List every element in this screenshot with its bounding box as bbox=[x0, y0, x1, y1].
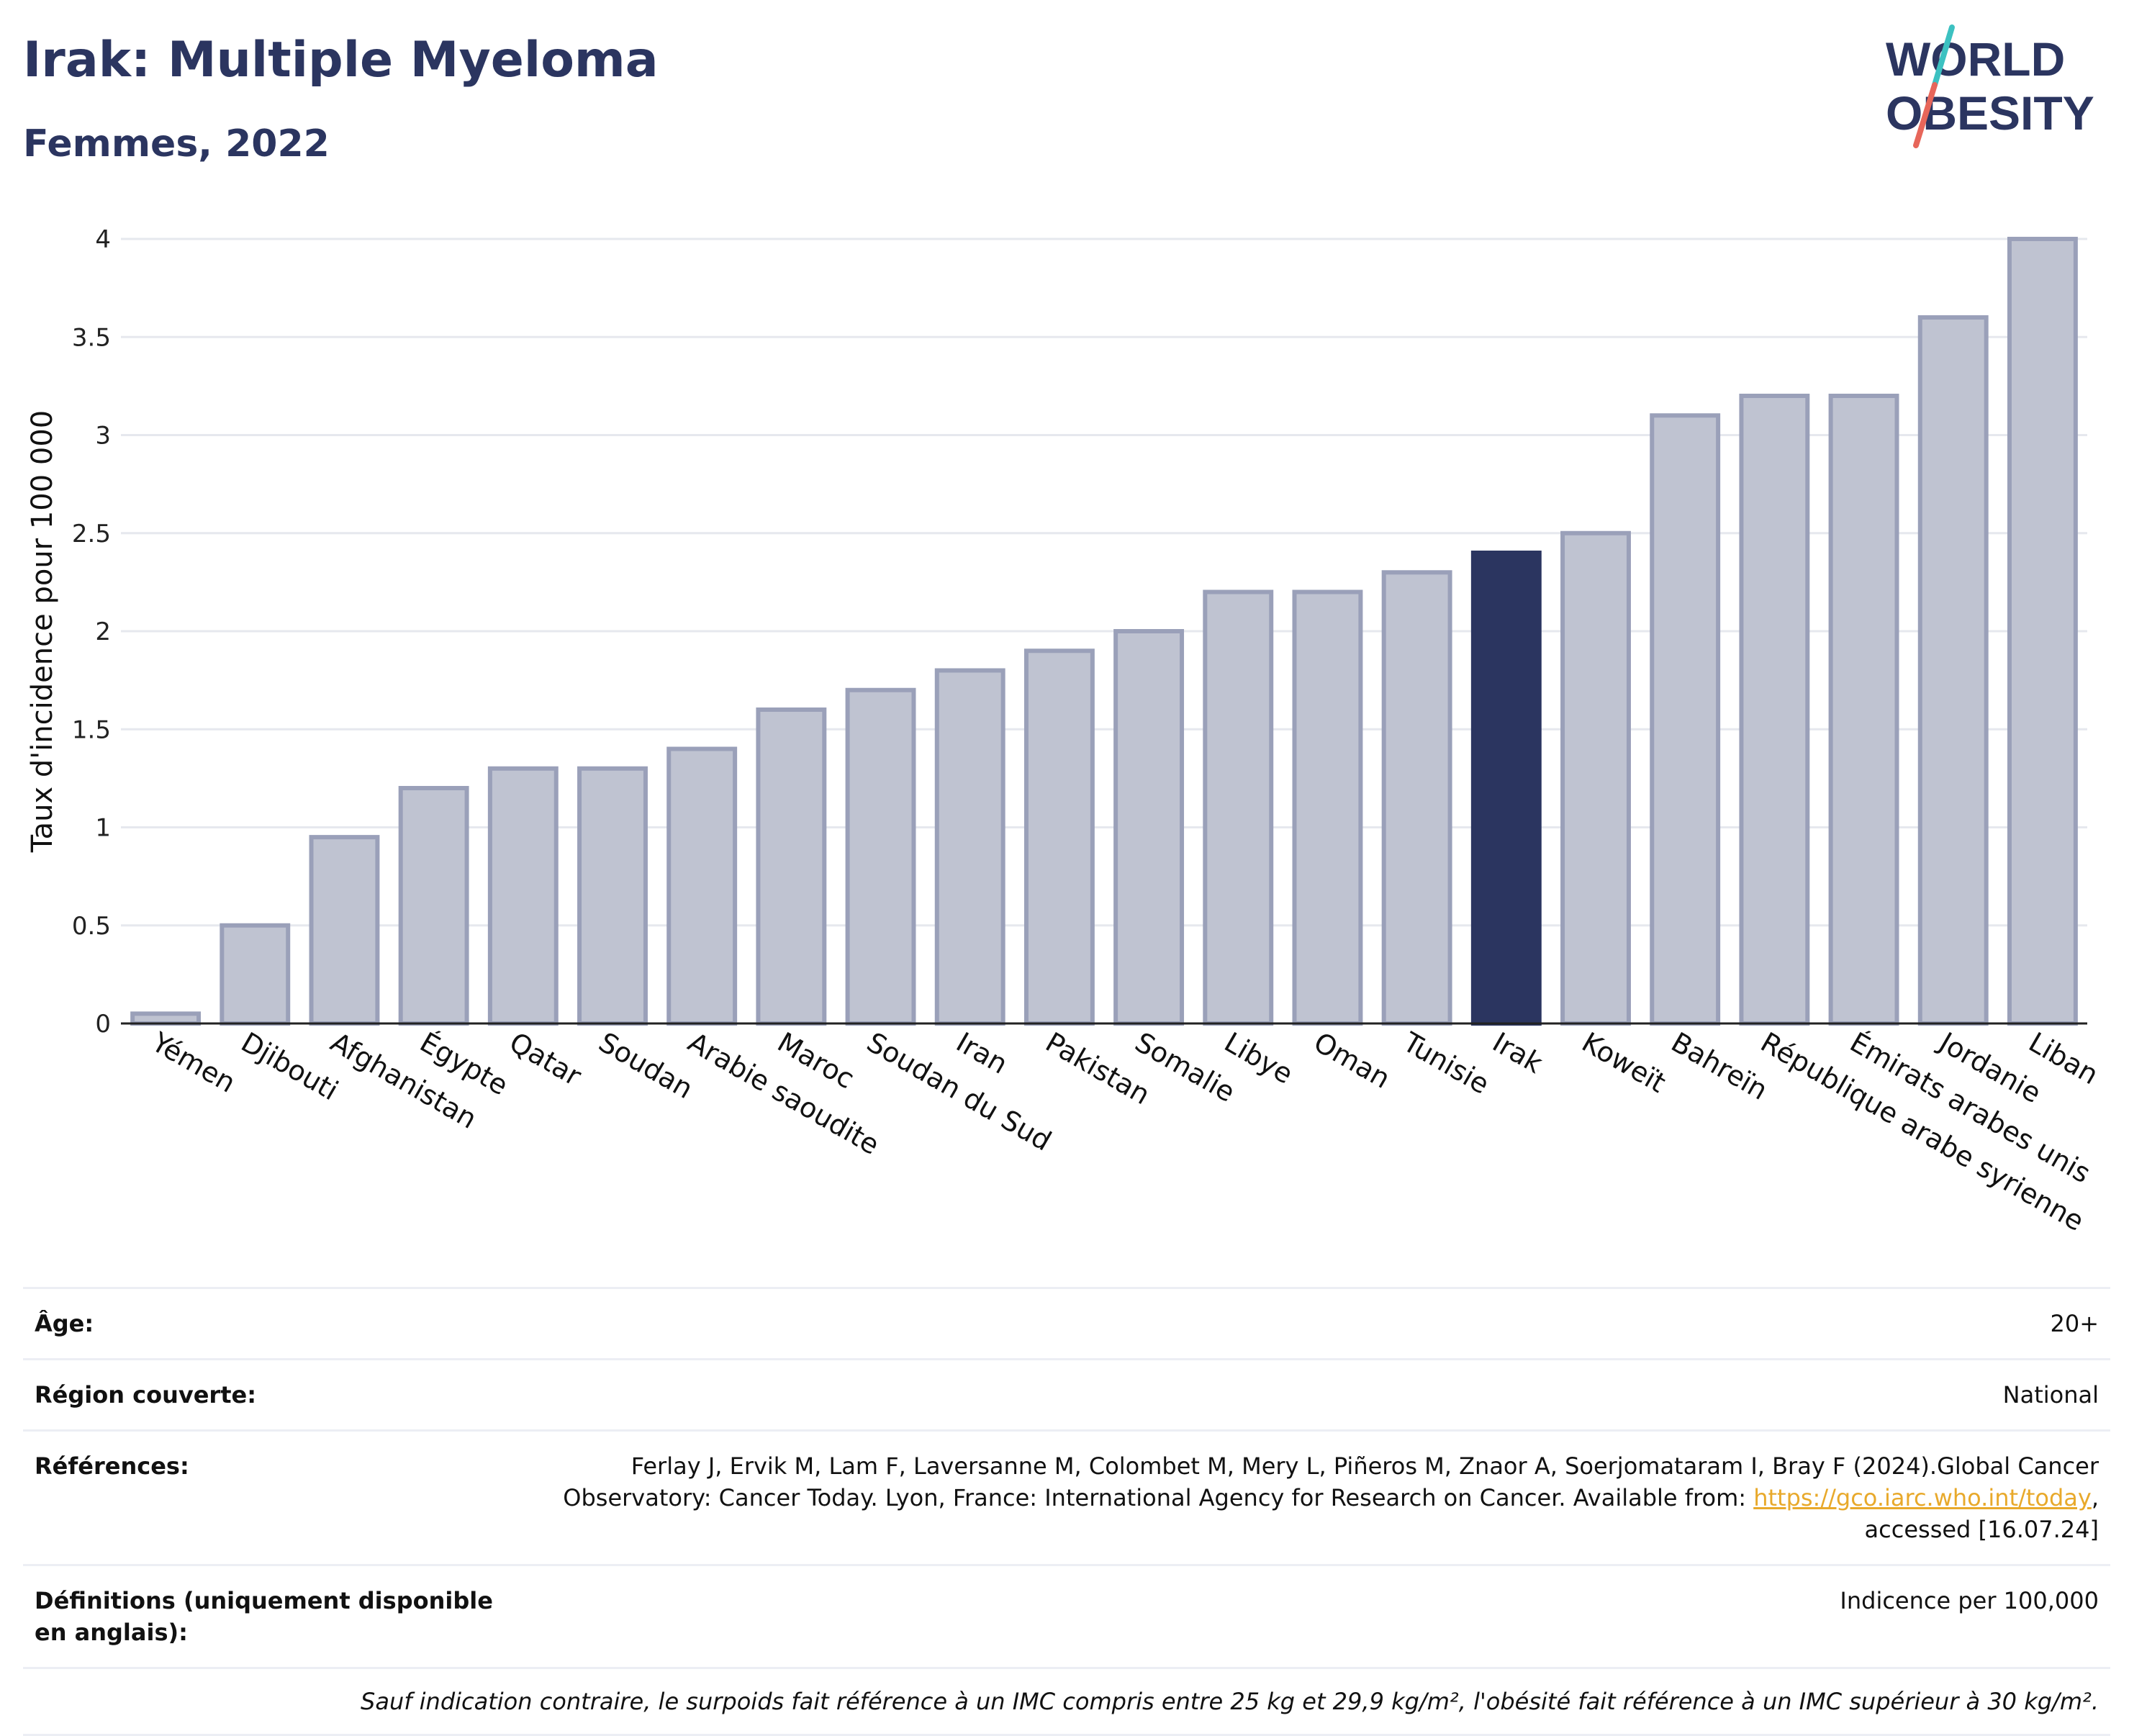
meta-value-region: National bbox=[2002, 1381, 2099, 1409]
bar bbox=[1650, 413, 1721, 1026]
x-tick-label: Soudan bbox=[594, 1026, 699, 1106]
meta-key-age: Âge: bbox=[35, 1310, 94, 1337]
chart-title: Irak: Multiple Myeloma bbox=[23, 32, 659, 89]
reference-accessed: , accessed [16.07.24] bbox=[1864, 1484, 2099, 1543]
y-tick-labels: 0 0.5 1 1.5 2 2.5 3 3.5 4 bbox=[72, 225, 111, 1039]
logo-slash-teal bbox=[1932, 24, 1955, 88]
y-tick-label: 0.5 bbox=[72, 912, 111, 941]
y-tick-label: 2 bbox=[95, 618, 111, 646]
x-tick-label: Djibouti bbox=[236, 1026, 344, 1107]
bar bbox=[934, 668, 1005, 1026]
bar bbox=[487, 766, 559, 1026]
bars bbox=[130, 237, 2078, 1026]
meta-row-age: Âge: 20+ bbox=[23, 1289, 2110, 1360]
bar bbox=[130, 1011, 202, 1026]
meta-key-references: Références: bbox=[35, 1452, 189, 1480]
meta-value-age: 20+ bbox=[2050, 1310, 2099, 1337]
meta-row-references: Références: Ferlay J, Ervik M, Lam F, La… bbox=[23, 1432, 2110, 1566]
reference-text: Ferlay J, Ervik M, Lam F, Laversanne M, … bbox=[563, 1452, 2099, 1511]
x-tick-label: Bahreïn bbox=[1666, 1026, 1773, 1106]
meta-value-references: Ferlay J, Ervik M, Lam F, Laversanne M, … bbox=[524, 1450, 2099, 1545]
chart-subtitle: Femmes, 2022 bbox=[23, 122, 330, 166]
bar bbox=[1203, 589, 1274, 1026]
meta-key-definitions: Définitions (uniquement disponible en an… bbox=[35, 1587, 493, 1646]
bar bbox=[666, 746, 738, 1026]
x-tick-label: Iran bbox=[951, 1026, 1013, 1080]
y-tick-label: 1 bbox=[95, 814, 111, 843]
bar bbox=[220, 923, 291, 1026]
reference-link[interactable]: https://gco.iarc.who.int/today bbox=[1753, 1484, 2092, 1511]
world-obesity-logo: WORLD OBESITY bbox=[1886, 24, 2094, 148]
y-tick-label: 4 bbox=[95, 225, 111, 254]
y-tick-label: 3.5 bbox=[72, 323, 111, 352]
y-axis-label: Taux d'incidence pour 100 000 bbox=[26, 410, 59, 853]
meta-value-definitions: Indicence per 100,000 bbox=[1840, 1587, 2099, 1614]
bar bbox=[2007, 237, 2078, 1026]
bar bbox=[398, 786, 469, 1026]
x-tick-label: Oman bbox=[1308, 1026, 1396, 1095]
bar bbox=[1113, 629, 1185, 1026]
x-tick-label: Tunisie bbox=[1397, 1026, 1494, 1100]
logo-line-obesity: OBESITY bbox=[1886, 86, 2094, 140]
bar bbox=[1917, 315, 1989, 1026]
bar bbox=[1292, 589, 1363, 1026]
meta-key-region: Région couverte: bbox=[35, 1381, 256, 1409]
bar bbox=[1739, 394, 1810, 1026]
y-tick-label: 0 bbox=[95, 1010, 111, 1039]
logo-line-world: WORLD bbox=[1886, 32, 2065, 86]
bar bbox=[1560, 530, 1631, 1026]
bar-chart: 0 0.5 1 1.5 2 2.5 3 3.5 4 YémenDjiboutiAfghanist… bbox=[26, 225, 2104, 1237]
meta-row-definitions: Définitions (uniquement disponible en an… bbox=[23, 1566, 2110, 1669]
x-tick-label: Koweït bbox=[1577, 1026, 1671, 1099]
bar-highlighted bbox=[1470, 551, 1542, 1026]
bar bbox=[1828, 394, 1899, 1026]
bar bbox=[1381, 570, 1452, 1026]
bar bbox=[845, 687, 916, 1026]
logo-slash-red bbox=[1913, 82, 1938, 148]
y-tick-label: 3 bbox=[95, 422, 111, 451]
y-tick-label: 2.5 bbox=[72, 520, 111, 548]
x-tick-label: Qatar bbox=[504, 1026, 587, 1093]
bar bbox=[577, 766, 648, 1026]
bar bbox=[1023, 648, 1095, 1026]
meta-row-region: Région couverte: National bbox=[23, 1360, 2110, 1432]
metadata-table: Âge: 20+ Région couverte: National Référ… bbox=[23, 1287, 2110, 1736]
y-tick-label: 1.5 bbox=[72, 715, 111, 744]
x-tick-label: Yémen bbox=[146, 1026, 241, 1099]
bar bbox=[309, 835, 380, 1026]
footnote: Sauf indication contraire, le surpoids f… bbox=[23, 1669, 2110, 1736]
x-tick-label: Irak bbox=[1487, 1026, 1547, 1080]
bar bbox=[756, 707, 827, 1026]
